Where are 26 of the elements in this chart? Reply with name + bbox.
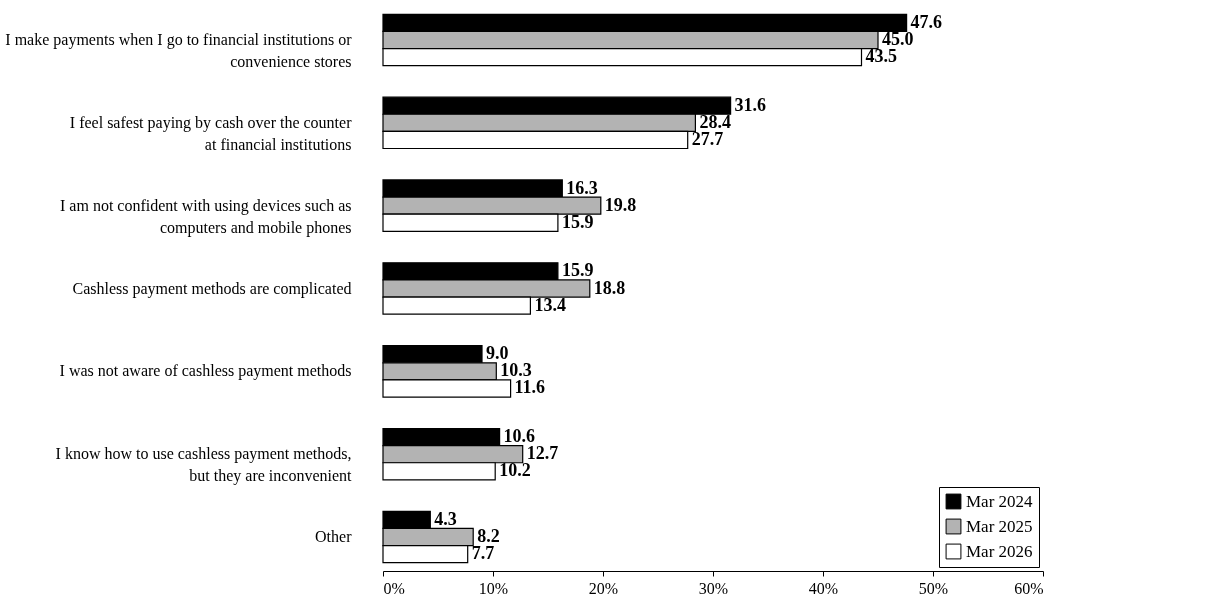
data-label: 4.3 xyxy=(434,508,457,529)
x-tick-label: 60% xyxy=(1014,579,1044,597)
data-label: 31.6 xyxy=(734,94,767,115)
y-tick-label: I feel safest paying by cash over the counter at financial institutions xyxy=(69,113,353,153)
data-label: 15.9 xyxy=(561,211,594,232)
y-tick-label: Other xyxy=(315,528,353,546)
x-tick-label: 50% xyxy=(918,579,949,597)
data-label: 15.9 xyxy=(561,260,594,281)
y-tick-label: I know how to use cashless payment methods, but they are inconvenient xyxy=(55,445,353,486)
data-label: 13.4 xyxy=(534,294,566,315)
legend-label: Mar 2026 xyxy=(966,541,1033,561)
data-label: 43.5 xyxy=(865,46,897,67)
y-tick-label: I am not confident with using devices such as computers and mobile phones xyxy=(60,196,352,237)
y-tick-label: I was not aware of cashless payment methods xyxy=(59,362,352,381)
x-tick-label: 10% xyxy=(478,579,509,597)
legend-label: Mar 2025 xyxy=(966,516,1033,536)
x-tick-label: 20% xyxy=(588,579,619,597)
x-tick-label: 0% xyxy=(383,579,405,597)
y-tick-label: Cashless payment methods are complicated xyxy=(72,279,352,298)
y-tick-label: I make payments when I go to financial institutions or convenience stores xyxy=(5,30,353,70)
x-tick-label: 40% xyxy=(808,579,839,597)
data-label: 18.8 xyxy=(593,277,626,298)
data-label: 16.3 xyxy=(566,177,598,198)
data-label: 19.8 xyxy=(604,194,637,215)
legend-label: Mar 2024 xyxy=(966,491,1034,511)
x-tick-label: 30% xyxy=(698,579,729,597)
